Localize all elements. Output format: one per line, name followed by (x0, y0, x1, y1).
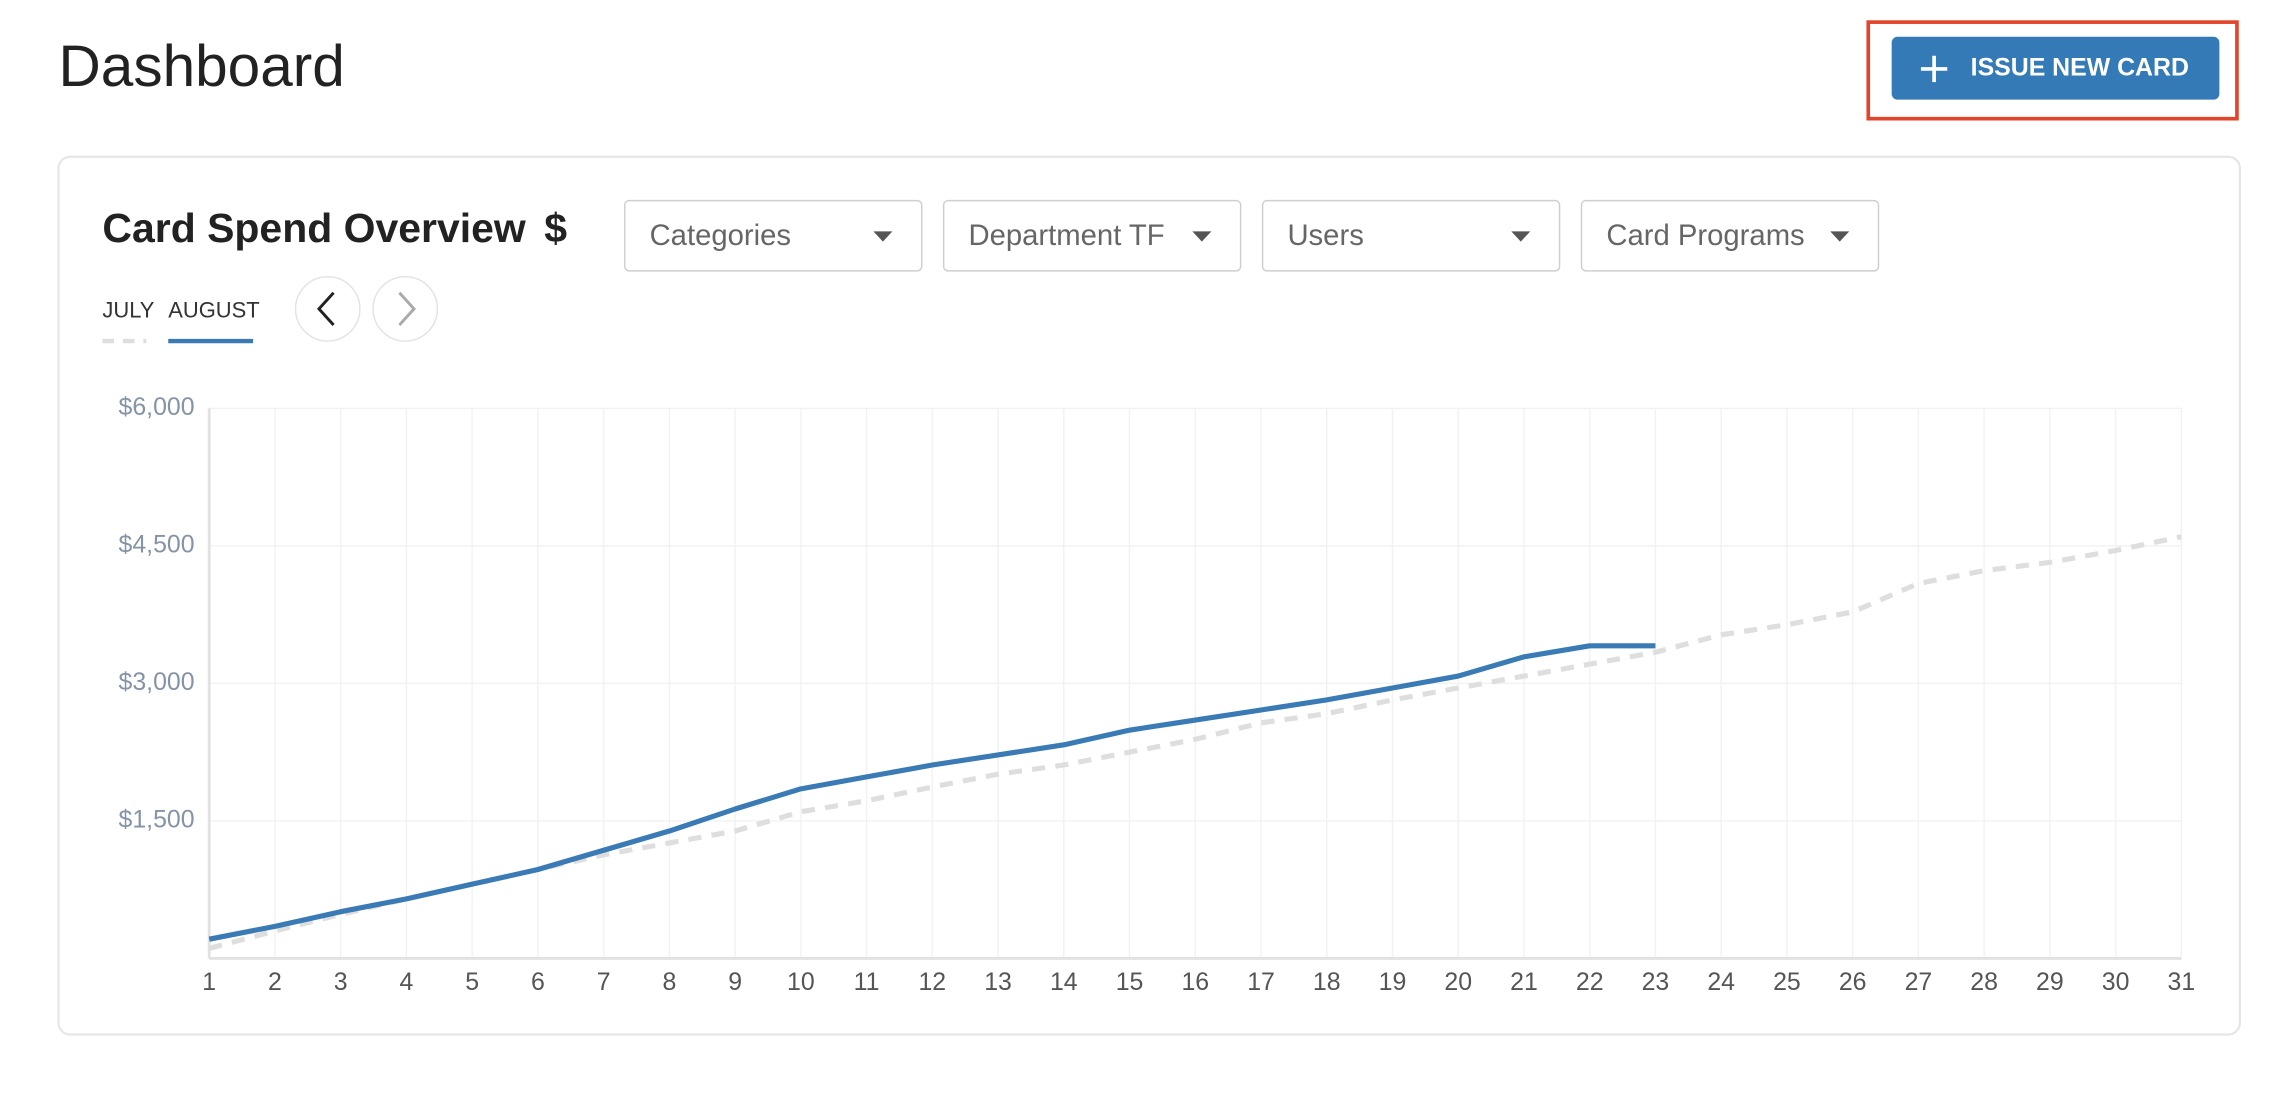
highlight-box (1866, 20, 2239, 121)
dropdown-label: Users (1287, 220, 1363, 252)
dropdown-box (1261, 199, 1561, 272)
dropdown-box (1580, 199, 1880, 272)
x-tick-label: 6 (531, 968, 545, 996)
x-tick-label: 7 (597, 968, 611, 996)
series-line (208, 643, 1656, 942)
x-tick-label: 8 (662, 968, 676, 996)
dropdown-caret (1192, 231, 1212, 242)
x-tick-label: 23 (1642, 968, 1670, 996)
x-tick-label: 9 (728, 968, 742, 996)
x-tick-label: 26 (1839, 968, 1867, 996)
dropdown-box (623, 199, 923, 272)
x-tick-label: 20 (1444, 968, 1472, 996)
x-tick-label: 12 (918, 968, 946, 996)
issue-card-button[interactable]: ISSUE NEW CARD (1891, 36, 2220, 100)
x-tick-label: 3 (334, 968, 348, 996)
x-tick-label: 28 (1970, 968, 1998, 996)
plus-icon (1920, 55, 1948, 83)
x-tick-label: 14 (1050, 968, 1078, 996)
dropdown-label: Card Programs (1606, 220, 1804, 252)
prev-icon (316, 291, 335, 326)
card-title: Card Spend Overview (102, 205, 525, 251)
x-tick-label: 13 (984, 968, 1012, 996)
x-tick-label: 1 (202, 968, 216, 996)
x-tick-label: 17 (1247, 968, 1275, 996)
x-tick-label: 2 (268, 968, 282, 996)
y-tick-label: $6,000 (119, 393, 195, 421)
x-tick-label: 10 (787, 968, 815, 996)
y-tick-label: $4,500 (119, 530, 195, 558)
y-tick-label: $1,500 (119, 805, 195, 833)
x-tick-label: 5 (465, 968, 479, 996)
y-tick-label: $3,000 (119, 668, 195, 696)
x-tick-label: 21 (1510, 968, 1538, 996)
x-tick-label: 31 (2168, 968, 2196, 996)
x-tick-label: 18 (1313, 968, 1341, 996)
x-tick-label: 22 (1576, 968, 1604, 996)
page-title: Dashboard (59, 34, 345, 99)
legend-label: AUGUST (168, 298, 259, 323)
dropdown-caret (873, 231, 893, 242)
dropdown-caret (1830, 231, 1850, 242)
x-tick-label: 24 (1707, 968, 1735, 996)
next-icon (398, 291, 417, 326)
filter-dropdown[interactable]: Card Programs (1580, 199, 1880, 272)
dropdown-caret (1511, 231, 1531, 242)
dropdown-label: Department TF (969, 220, 1165, 252)
x-tick-label: 19 (1379, 968, 1407, 996)
currency-symbol: $ (544, 205, 567, 251)
x-tick-label: 15 (1116, 968, 1144, 996)
x-tick-label: 25 (1773, 968, 1801, 996)
x-tick-label: 11 (854, 968, 880, 996)
prev-button[interactable] (294, 275, 361, 342)
legend-label: JULY (102, 298, 154, 323)
x-tick-label: 29 (2036, 968, 2064, 996)
x-tick-label: 16 (1181, 968, 1209, 996)
x-tick-label: 27 (1905, 968, 1933, 996)
prev-circle (294, 275, 361, 342)
x-tick-label: 30 (2102, 968, 2130, 996)
filter-dropdown[interactable]: Categories (623, 199, 923, 272)
button-label: ISSUE NEW CARD (1971, 54, 2189, 82)
x-tick-label: 4 (400, 968, 414, 996)
dropdown-label: Categories (650, 220, 791, 252)
next-button[interactable] (372, 275, 439, 342)
next-circle (372, 275, 439, 342)
dropdown-box (942, 199, 1242, 272)
button-bg (1891, 36, 2220, 100)
filter-dropdown[interactable]: Users (1261, 199, 1561, 272)
filter-dropdown[interactable]: Department TF (942, 199, 1242, 272)
